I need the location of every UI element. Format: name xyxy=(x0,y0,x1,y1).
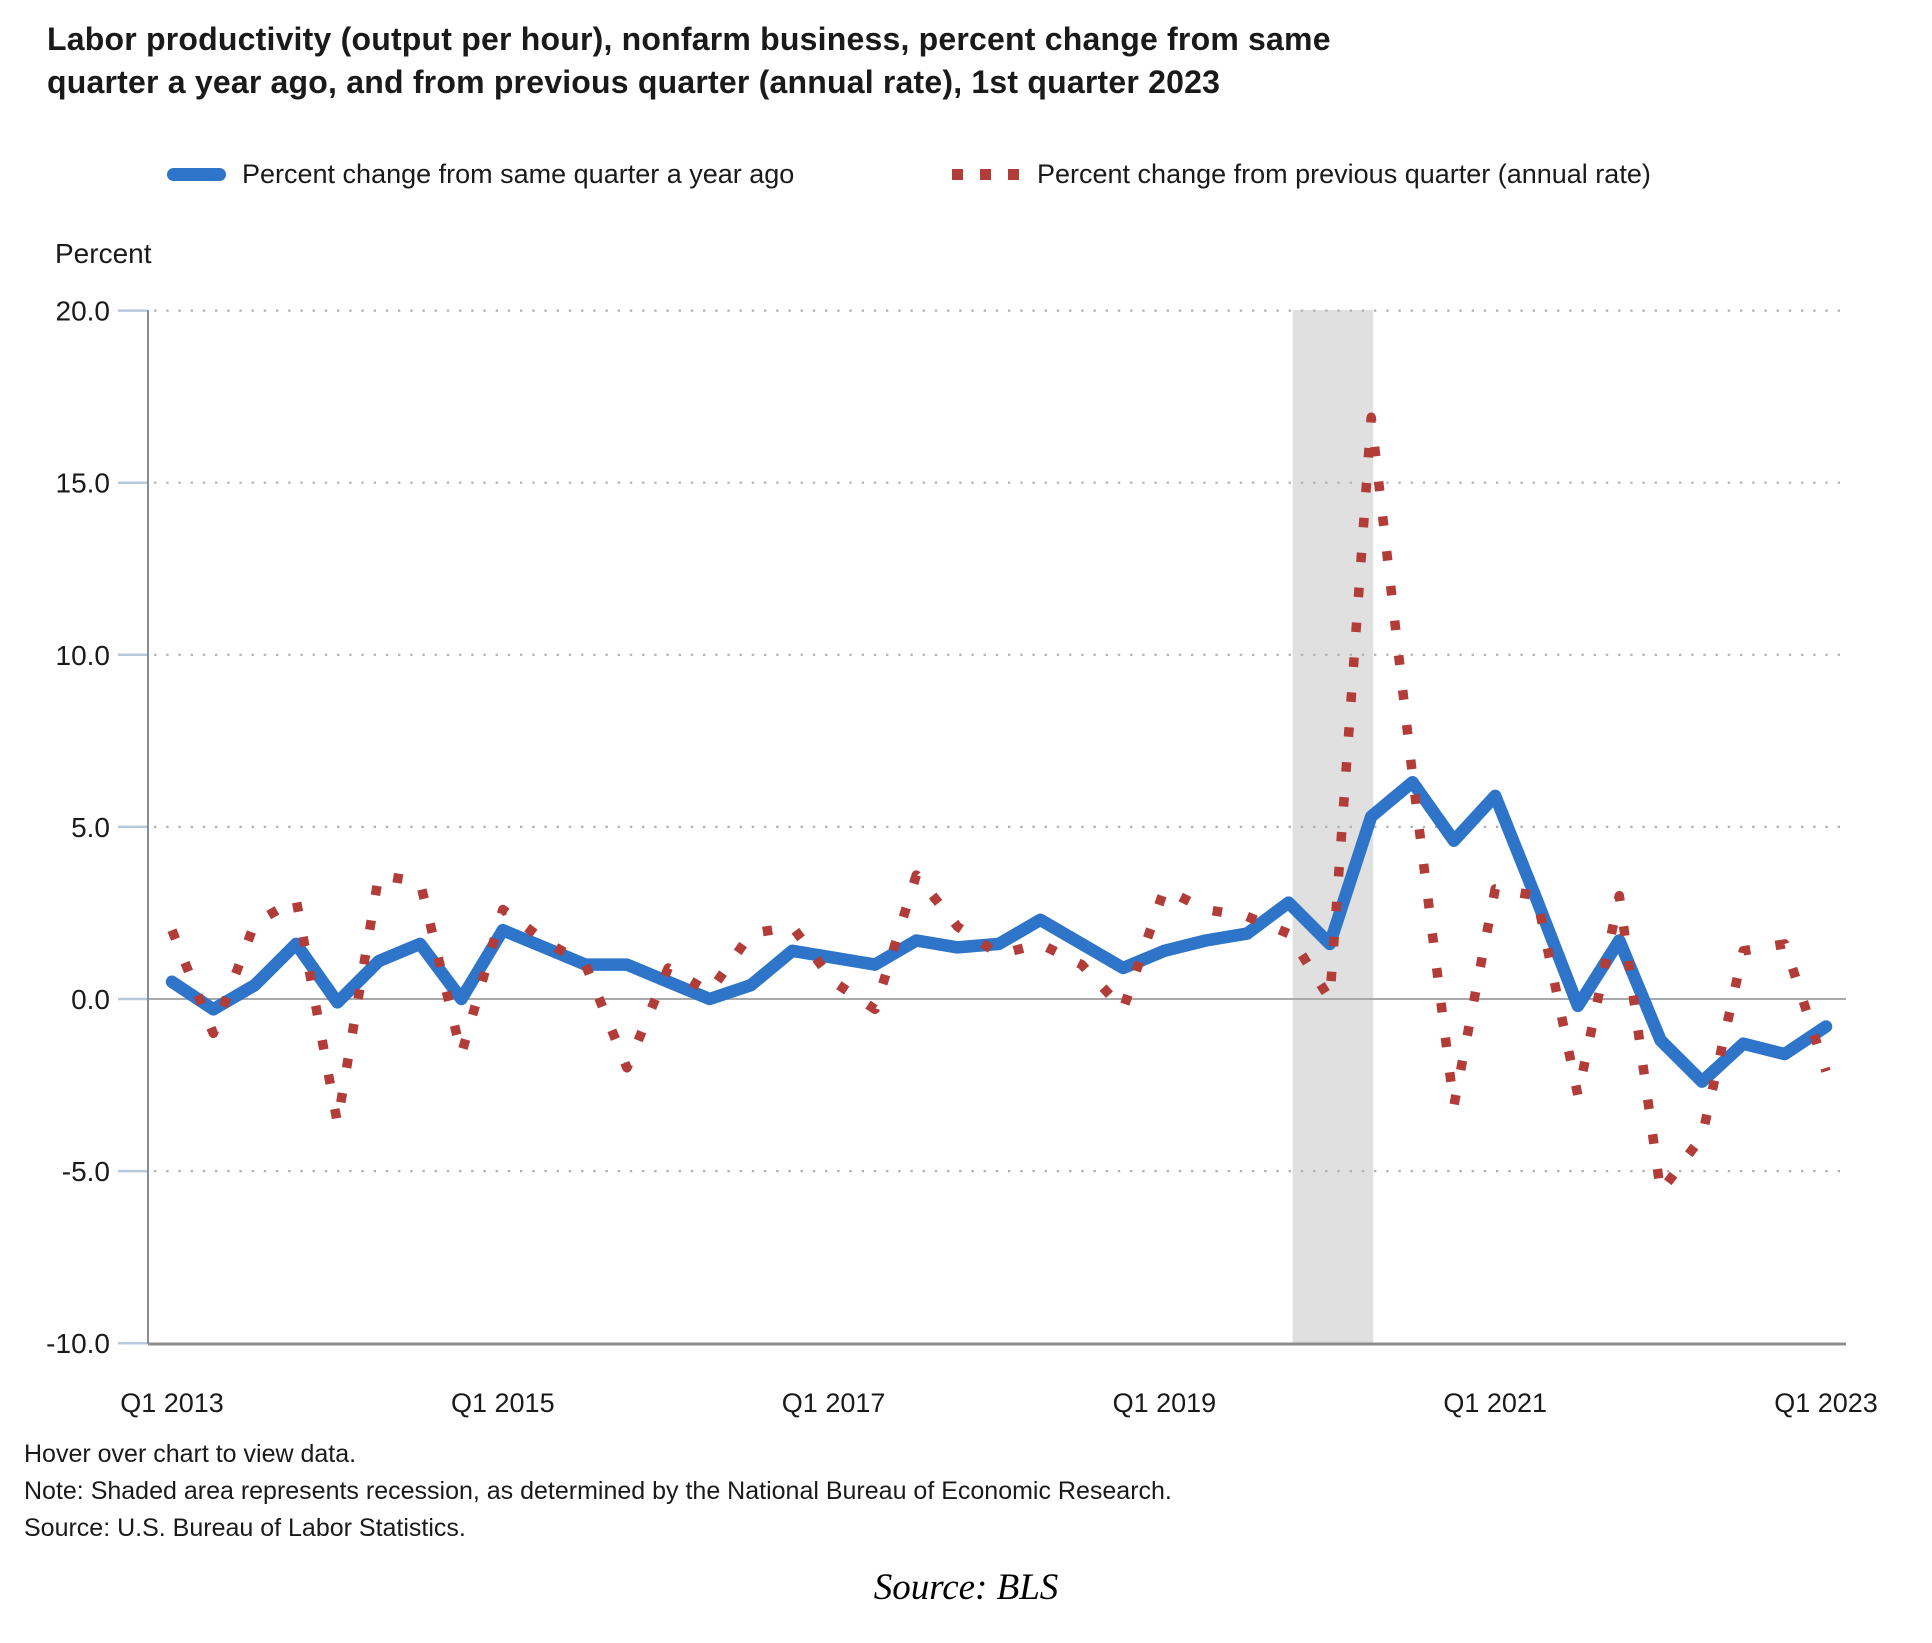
y-axis-labels: 20.0 15.0 10.0 5.0 0.0 -5.0 -10.0 xyxy=(46,296,147,1359)
yoy-change-line xyxy=(165,775,1833,1088)
x-tick-label: Q1 2021 xyxy=(1443,1388,1547,1418)
chart-title: Labor productivity (output per hour), no… xyxy=(47,18,1527,104)
legend-item-previous-quarter: Percent change from previous quarter (an… xyxy=(952,157,1651,191)
y-tick-label: 5.0 xyxy=(71,812,110,843)
y-tick-label: 15.0 xyxy=(56,468,111,499)
footnotes: Hover over chart to view data. Note: Sha… xyxy=(24,1436,1172,1547)
x-tick-label: Q1 2013 xyxy=(120,1388,224,1418)
chart-title-line1: Labor productivity (output per hour), no… xyxy=(47,21,1331,57)
solid-line-swatch-icon xyxy=(167,167,226,181)
chart-title-line2: quarter a year ago, and from previous qu… xyxy=(47,64,1221,100)
footnote-source: Source: U.S. Bureau of Labor Statistics. xyxy=(24,1514,466,1542)
dotted-line-swatch-icon xyxy=(952,168,1019,180)
footnote-hover: Hover over chart to view data. xyxy=(24,1440,357,1468)
y-tick-label: 0.0 xyxy=(71,984,110,1015)
plot-area[interactable] xyxy=(148,310,1846,1344)
quarterly-rate-dotted-line xyxy=(167,412,1831,1197)
footnote-recession: Note: Shaded area represents recession, … xyxy=(24,1477,1172,1505)
x-tick-label: Q1 2023 xyxy=(1774,1388,1878,1418)
x-axis-labels: Q1 2013 Q1 2015 Q1 2017 Q1 2019 Q1 2021 Q1 20… xyxy=(120,1388,1878,1418)
x-tick-label: Q1 2017 xyxy=(782,1388,886,1418)
x-tick-label: Q1 2019 xyxy=(1113,1388,1217,1418)
recession-band xyxy=(1292,310,1374,1344)
legend-item-year-ago: Percent change from same quarter a year … xyxy=(167,157,794,191)
legend-label-year-ago: Percent change from same quarter a year … xyxy=(242,158,795,189)
y-tick-label: -10.0 xyxy=(46,1328,110,1359)
source-caption: Source: BLS xyxy=(873,1567,1059,1608)
y-axis-title: Percent xyxy=(55,238,152,269)
y-tick-label: 10.0 xyxy=(56,640,111,671)
y-tick-label: -5.0 xyxy=(62,1156,110,1187)
gridlines xyxy=(154,309,1846,1173)
x-tick-label: Q1 2015 xyxy=(451,1388,555,1418)
legend-label-previous-quarter: Percent change from previous quarter (an… xyxy=(1037,158,1651,189)
y-tick-label: 20.0 xyxy=(56,296,111,327)
